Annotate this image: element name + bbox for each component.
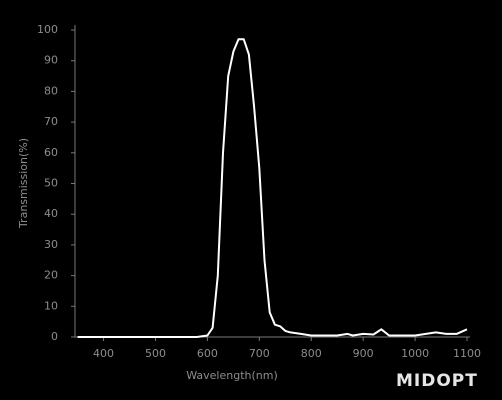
x-tick-label: 600 — [197, 347, 218, 360]
x-tick-label: 1100 — [453, 347, 481, 360]
y-tick-label: 70 — [44, 115, 58, 128]
y-tick-label: 100 — [37, 23, 58, 36]
logo: MIDOPT — [396, 371, 478, 391]
y-axis-label: Transmission(%) — [17, 138, 30, 229]
x-axis-label: Wavelength(nm) — [186, 369, 278, 382]
y-tick-label: 60 — [44, 146, 58, 159]
x-tick-label: 500 — [145, 347, 166, 360]
x-tick-label: 700 — [249, 347, 270, 360]
x-tick-label: 900 — [353, 347, 374, 360]
x-tick-label: 1000 — [401, 347, 429, 360]
y-tick-label: 40 — [44, 207, 58, 220]
x-tick-label: 400 — [93, 347, 114, 360]
y-tick-label: 0 — [51, 330, 58, 343]
y-tick-label: 30 — [44, 238, 58, 251]
data-line — [77, 38, 468, 338]
y-tick-label: 50 — [44, 177, 58, 190]
y-tick-label: 80 — [44, 84, 58, 97]
y-tick-label: 20 — [44, 269, 58, 282]
y-tick-label: 10 — [44, 299, 58, 312]
x-tick-label: 800 — [301, 347, 322, 360]
y-tick-label: 90 — [44, 54, 58, 67]
